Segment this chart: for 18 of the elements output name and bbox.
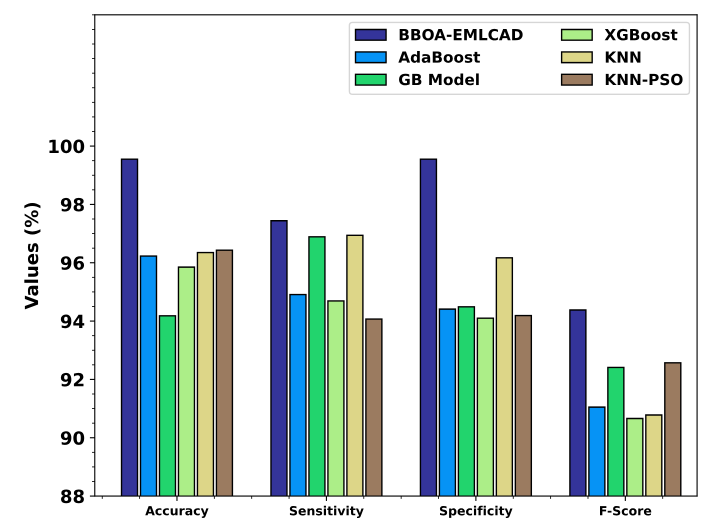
- x-tick-label: Accuracy: [145, 506, 209, 518]
- y-tick-label: 96: [60, 256, 84, 270]
- y-tick-label: 90: [60, 431, 84, 445]
- legend-label: GB Model: [399, 73, 479, 86]
- legend-label: BBOA-EMLCAD: [400, 28, 523, 40]
- legend-label: KNN-PSO: [606, 74, 683, 86]
- x-tick-label: Sensitivity: [290, 506, 364, 518]
- legend-label: XGBoost: [604, 28, 678, 40]
- y-tick-label: 88: [61, 490, 84, 504]
- y-tick-label: 94: [60, 314, 84, 328]
- x-tick-label: Specificity: [440, 506, 512, 518]
- y-tick-label: 92: [60, 372, 84, 387]
- y-axis-title: Values (%): [24, 202, 40, 310]
- legend-label: KNN: [606, 51, 640, 63]
- x-tick-label: F-Score: [600, 506, 652, 516]
- y-tick-label: 100: [49, 140, 84, 154]
- y-tick-label: 98: [60, 198, 84, 212]
- legend-label: AdaBoost: [398, 51, 480, 63]
